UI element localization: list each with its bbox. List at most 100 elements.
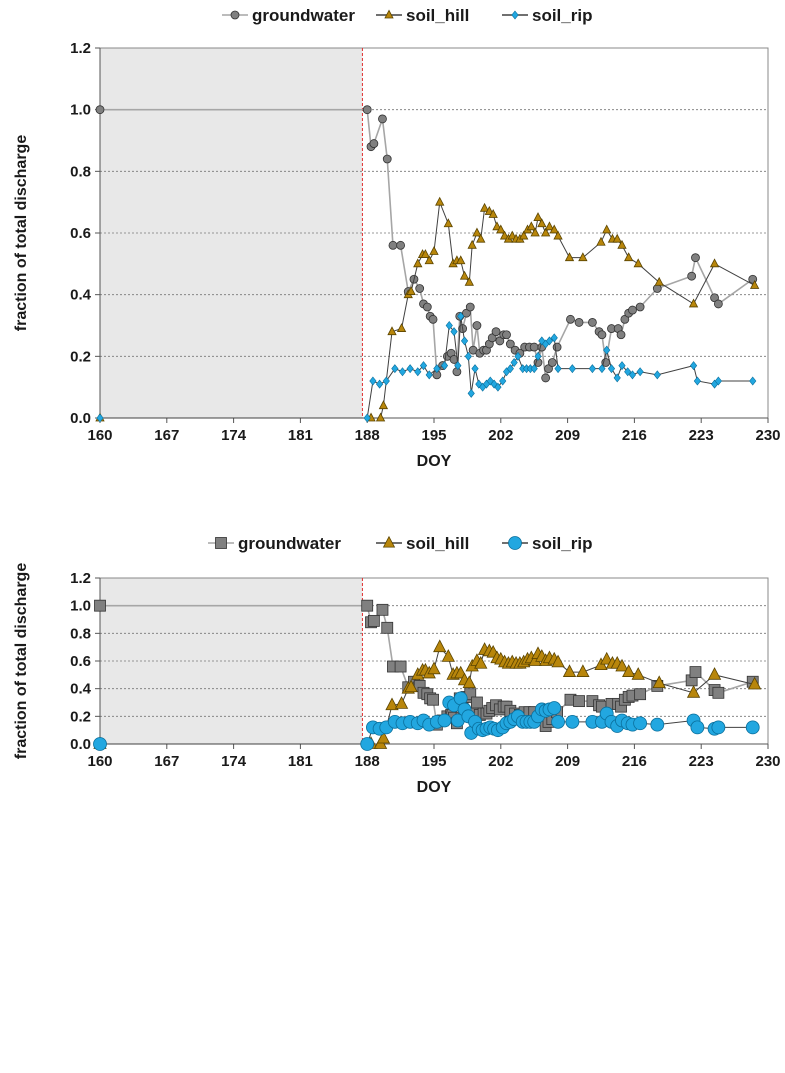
chart-top-soil-hill-point <box>578 252 588 262</box>
chart-bottom-soil-hill-point <box>474 656 488 669</box>
chart-bottom-y-tick-label: 1.2 <box>70 570 91 587</box>
chart-bottom-legend-label-soil-rip: soil_rip <box>532 534 592 553</box>
chart-top-soil-hill-point <box>378 400 389 410</box>
chart-bottom-soil-rip-point <box>551 714 565 729</box>
chart-bottom-legend-label-soil-hill: soil_hill <box>406 534 469 553</box>
chart-top-soil-rip-point <box>457 311 465 321</box>
chart-top-soil-hill-point <box>602 224 612 234</box>
chart-top-legend: groundwater soil_hill soil_rip <box>222 6 592 25</box>
chart-top-soil-rip-point <box>613 373 621 383</box>
chart-top-groundwater-point <box>362 105 372 115</box>
chart-top-soil-hill-point <box>443 218 453 228</box>
chart-top-x-tick-label: 167 <box>154 427 179 444</box>
chart-top-soil-hill-point <box>633 258 643 268</box>
chart-top-soil-hill-point <box>413 258 423 268</box>
chart-top-soil-hill-point <box>464 276 474 286</box>
chart-top-soil-rip-point <box>550 333 558 343</box>
chart-top-x-tick-label: 160 <box>87 427 112 444</box>
chart-top-soil-hill-point <box>549 224 559 234</box>
chart-top-groundwater-point <box>529 342 539 352</box>
chart-top-groundwater-point <box>541 373 551 383</box>
chart-top-y-tick-label: 0.6 <box>70 225 91 242</box>
chart-bottom-soil-rip-point <box>565 714 580 729</box>
chart-top-soil-hill-point <box>488 209 498 218</box>
chart-top-soil-rip-point <box>363 413 371 423</box>
chart-bottom-x-tick-label: 188 <box>355 753 380 770</box>
chart-top-soil-hill-point <box>429 246 439 255</box>
chart-top-soil-rip-point <box>693 376 701 386</box>
chart-top-soil-hill-point <box>424 255 434 265</box>
chart-bottom-groundwater-point <box>361 599 374 612</box>
chart-top-soil-rip-point <box>406 364 414 374</box>
chart-top-soil-rip-point <box>419 361 428 371</box>
chart-top-groundwater-point <box>491 327 501 337</box>
chart-top-legend-label-soil-hill: soil_hill <box>406 6 469 25</box>
chart-top-groundwater-point <box>382 154 392 164</box>
chart-top-soil-rip-point <box>450 327 458 337</box>
chart-bottom-soil-rip-point <box>547 701 562 715</box>
chart-top-groundwater-point <box>691 253 700 263</box>
chart-top-soil-rip-point <box>414 367 422 377</box>
chart-bottom-soil-rip-point <box>745 720 760 735</box>
chart-top-soil-rip-point <box>467 388 475 398</box>
chart-bottom: 160 167 174 181 188 195 202 209 216 223 230 0.0 0.2 0… <box>13 534 781 796</box>
chart-top-soil-hill-point <box>553 230 563 240</box>
chart-bottom-soil-hill-point <box>562 664 577 677</box>
chart-top-groundwater-point <box>472 321 482 330</box>
chart-bottom-soil-hill-point <box>551 654 565 668</box>
chart-bottom-soil-rip-point <box>360 737 375 751</box>
chart-top-soil-rip-point <box>382 376 390 386</box>
chart-bottom-soil-hill-point <box>707 667 722 680</box>
chart-top-y-tick-label: 0.2 <box>70 348 91 365</box>
chart-bottom-y-tick-label: 0.4 <box>70 681 92 698</box>
chart-top-groundwater-point <box>428 314 438 324</box>
chart-top-soil-hill-point <box>537 218 547 228</box>
chart-top-soil-rip-point <box>96 413 104 423</box>
chart-bottom-soil-rip-point <box>633 716 648 731</box>
chart-top-soil-rip-point <box>749 376 757 386</box>
chart-top-groundwater-point <box>95 105 105 115</box>
chart-top-soil-rip-point <box>588 364 596 374</box>
chart-top-legend-marker-groundwater <box>230 10 240 20</box>
chart-top-groundwater-point <box>415 284 425 293</box>
chart-bottom-series-soil-rip <box>93 691 760 751</box>
chart-top-soil-rip-point <box>618 361 626 371</box>
chart-bottom-soil-hill-point <box>747 676 762 690</box>
chart-bottom-y-tick-label: 1.0 <box>70 598 91 615</box>
chart-top-soil-hill-point <box>540 227 551 237</box>
chart-bottom-legend-marker-groundwater <box>215 537 227 549</box>
chart-top-y-axis-title: fraction of total discharge <box>13 135 30 332</box>
chart-bottom-x-tick-label: 223 <box>689 753 714 770</box>
chart-bottom-soil-hill-point <box>394 696 409 709</box>
chart-top-soil-rip-point <box>369 376 377 386</box>
chart-bottom-x-tick-label: 167 <box>154 753 179 770</box>
chart-bottom-groundwater-point <box>367 614 380 627</box>
chart-top-groundwater-point <box>369 139 379 148</box>
chart-top-soil-rip-point <box>538 336 546 346</box>
chart-bottom-soil-rip-point <box>650 717 665 732</box>
chart-bottom-x-tick-label: 202 <box>488 753 513 770</box>
chart-top-soil-hill-point <box>420 249 431 258</box>
chart-top-y-tick-label: 0.8 <box>70 163 91 180</box>
chart-top-soil-rip-point <box>534 351 542 361</box>
chart-top-groundwater-point <box>628 305 637 315</box>
chart-top-soil-rip-point <box>398 367 407 377</box>
chart-top-legend-marker-soil-rip <box>511 10 519 20</box>
chart-bottom-y-tick-label: 0.8 <box>70 625 91 642</box>
chart-top-groundwater-point <box>388 240 398 250</box>
chart-bottom-x-axis-title: DOY <box>417 779 452 796</box>
chart-top-soil-rip-point <box>530 364 538 374</box>
chart-top-soil-hill-point <box>459 270 470 280</box>
chart-top: 160 167 174 181 188 195 202 209 216 223 230 0.0 0.2 0… <box>13 6 781 470</box>
chart-top-soil-rip-point <box>554 364 562 374</box>
chart-top-groundwater-point <box>552 342 562 352</box>
chart-bottom-soil-hill-point <box>652 675 666 689</box>
chart-top-soil-hill-point <box>472 227 482 237</box>
chart-top-groundwater-point <box>687 271 697 281</box>
chart-top-groundwater-point <box>547 358 557 367</box>
chart-top-x-tick-label: 195 <box>421 427 446 444</box>
chart-bottom-groundwater-point <box>427 693 439 706</box>
chart-top-x-tick-label: 181 <box>288 427 313 444</box>
chart-bottom-soil-hill-point <box>631 667 645 680</box>
chart-top-soil-hill-point <box>435 196 445 206</box>
